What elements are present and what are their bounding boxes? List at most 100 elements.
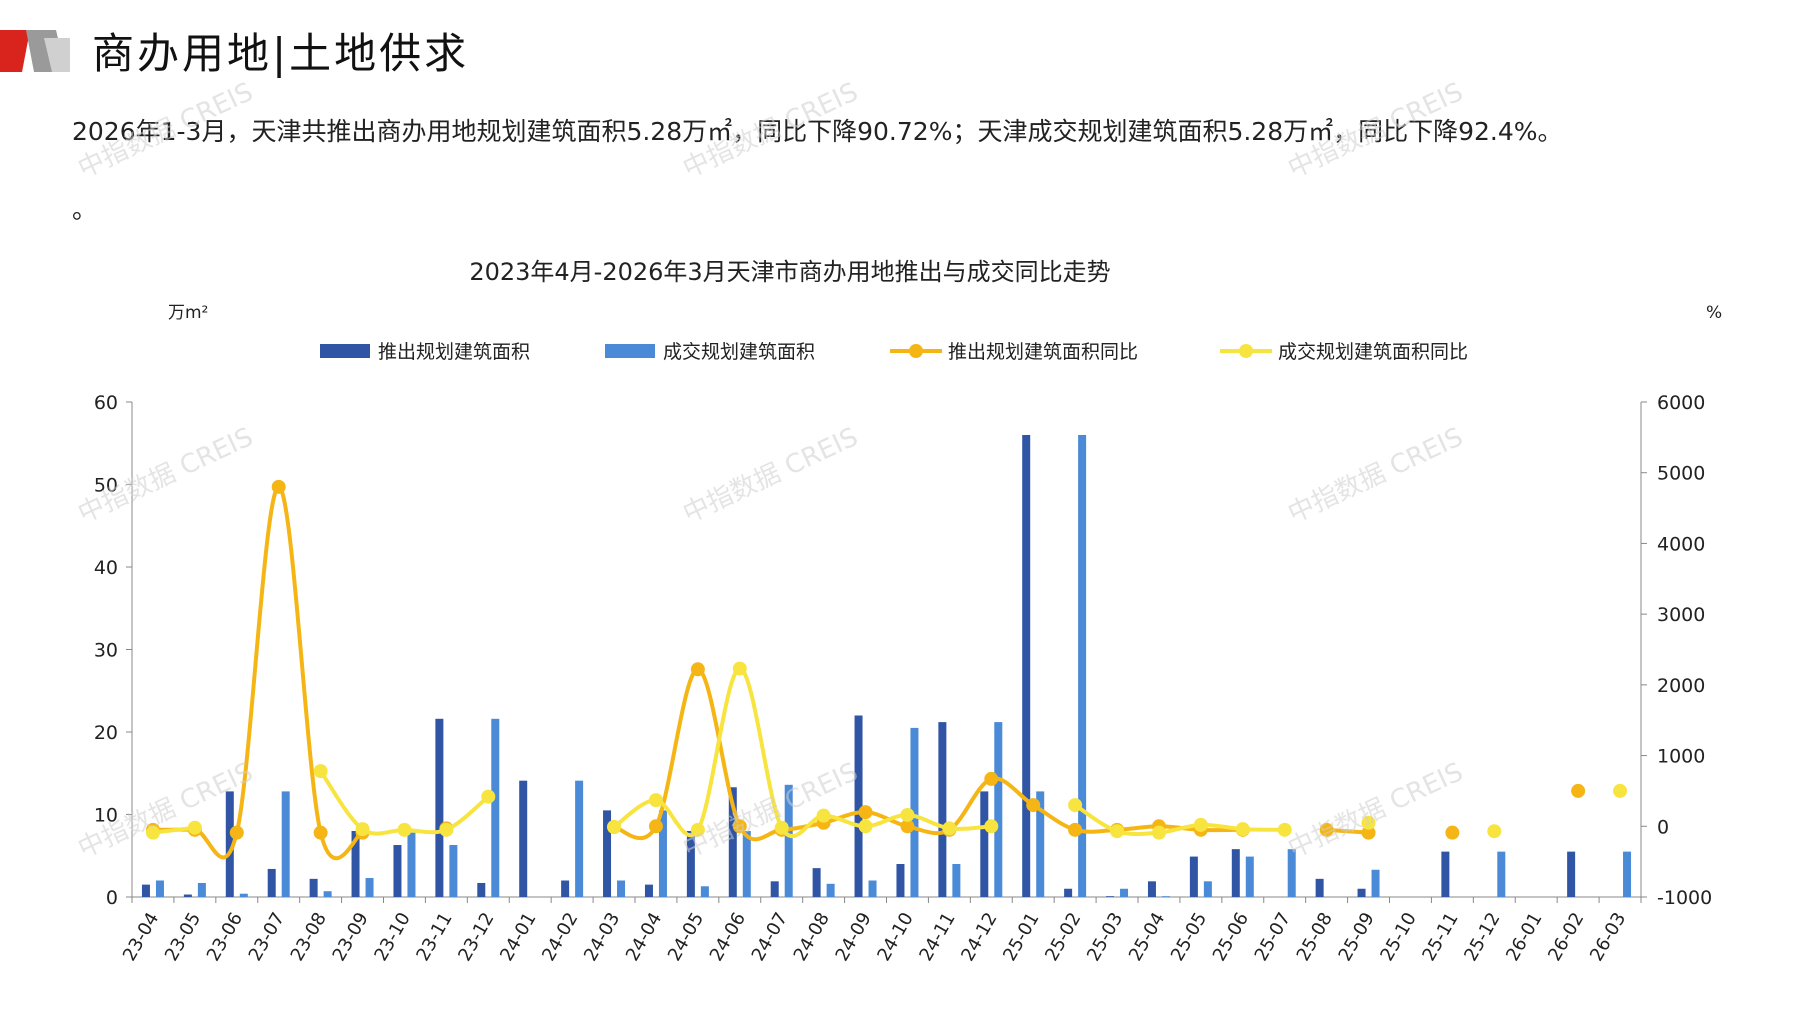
series-line: [612, 666, 992, 838]
bar: [1567, 851, 1576, 897]
line-point: [900, 819, 915, 834]
legend-swatch: [320, 344, 370, 358]
y-right-unit: %: [1706, 303, 1722, 323]
x-tick-label: 25-12: [1460, 909, 1504, 965]
axes: [126, 401, 1647, 903]
y-right-tick-label: 0: [1657, 816, 1669, 838]
y-right-tick-label: 3000: [1657, 604, 1705, 626]
bar: [603, 810, 612, 897]
bar: [994, 722, 1003, 897]
x-tick-label: 24-04: [622, 909, 666, 965]
bar: [1189, 856, 1198, 897]
line-point: [481, 789, 496, 804]
bar: [1147, 881, 1156, 897]
bar: [491, 718, 500, 897]
line-point: [1445, 825, 1460, 840]
bar: [980, 791, 989, 897]
bar: [197, 882, 206, 897]
bar: [183, 894, 192, 897]
y-right-tick-label: 6000: [1657, 392, 1705, 414]
line-point: [397, 822, 412, 837]
summary-text: 2026年1-3月，天津共推出商办用地规划建筑面积5.28万㎡，同比下降90.7…: [72, 117, 1563, 146]
x-tick-label: 25-03: [1083, 909, 1127, 965]
bar: [1623, 851, 1632, 897]
line-point: [439, 822, 454, 837]
x-tick-label: 24-10: [873, 909, 917, 965]
x-tick-label: 26-01: [1502, 909, 1546, 965]
x-tick-label: 24-02: [538, 909, 582, 965]
x-tick-label: 25-02: [1041, 909, 1085, 965]
y-left-tick-label: 40: [94, 557, 118, 579]
x-tick-label: 23-05: [161, 909, 205, 965]
line-point: [858, 805, 873, 820]
line-point: [145, 825, 160, 840]
line-point: [900, 807, 915, 822]
bar: [644, 884, 653, 897]
bars: [141, 435, 1632, 897]
x-tick-label: 24-09: [832, 909, 876, 965]
bar: [854, 715, 863, 897]
bar: [617, 880, 626, 897]
line-point: [984, 819, 999, 834]
bar: [896, 864, 905, 897]
y-left-tick-label: 20: [94, 722, 118, 744]
x-tick-label: 23-11: [412, 909, 456, 965]
line-point: [984, 771, 999, 786]
chart-title: 2023年4月-2026年3月天津市商办用地推出与成交同比走势: [469, 258, 1110, 286]
summary-tail: 。: [72, 195, 98, 224]
line-point: [313, 764, 328, 779]
line-point: [858, 819, 873, 834]
x-tick-label: 24-11: [915, 909, 959, 965]
bar: [742, 831, 751, 897]
line-point: [1613, 783, 1628, 798]
x-tick-label: 25-04: [1125, 909, 1169, 965]
bar: [938, 722, 947, 897]
bar: [784, 784, 793, 897]
bar: [1231, 849, 1240, 897]
bar: [281, 791, 290, 897]
line-point: [1361, 815, 1376, 830]
x-tick-label: 25-06: [1209, 909, 1253, 965]
y-left-tick-label: 60: [94, 392, 118, 414]
bar: [225, 791, 234, 897]
x-tick-label: 23-12: [454, 909, 498, 965]
x-tick-label: 23-08: [287, 909, 331, 965]
line-point: [816, 808, 831, 823]
bar: [477, 882, 486, 897]
x-tick-label: 23-06: [203, 909, 247, 965]
x-tick-label: 25-07: [1251, 909, 1295, 965]
line-point: [648, 819, 663, 834]
line-point: [1361, 825, 1376, 840]
bar: [658, 810, 667, 897]
line-point: [313, 825, 328, 840]
line-point: [1151, 825, 1166, 840]
legend-swatch-marker: [909, 344, 923, 358]
bar: [910, 727, 919, 897]
line-point: [271, 479, 286, 494]
x-tick-label: 24-07: [748, 909, 792, 965]
x-tick-label: 24-08: [790, 909, 834, 965]
line-point: [1319, 822, 1334, 837]
series-line: [613, 667, 1243, 842]
brand-logo-icon: [0, 30, 70, 72]
x-tick-label: 23-10: [370, 909, 414, 965]
bar: [575, 780, 584, 897]
x-tick-label: 24-05: [664, 909, 708, 965]
bar: [1357, 888, 1366, 897]
y-right-tick-label: 4000: [1657, 533, 1705, 555]
y-left-unit: 万m²: [168, 303, 208, 323]
bar: [1287, 849, 1296, 897]
bar: [728, 787, 737, 897]
line-point: [229, 825, 244, 840]
x-tick-label: 25-10: [1376, 909, 1420, 965]
bar: [351, 831, 360, 897]
line-point: [942, 821, 957, 836]
x-tick-label: 23-09: [329, 909, 373, 965]
line-point: [1026, 798, 1041, 813]
bar: [1315, 878, 1324, 897]
bar: [309, 878, 318, 897]
bar: [407, 832, 416, 897]
legend-swatch: [605, 344, 655, 358]
bar: [435, 718, 444, 897]
bar: [1497, 851, 1506, 897]
